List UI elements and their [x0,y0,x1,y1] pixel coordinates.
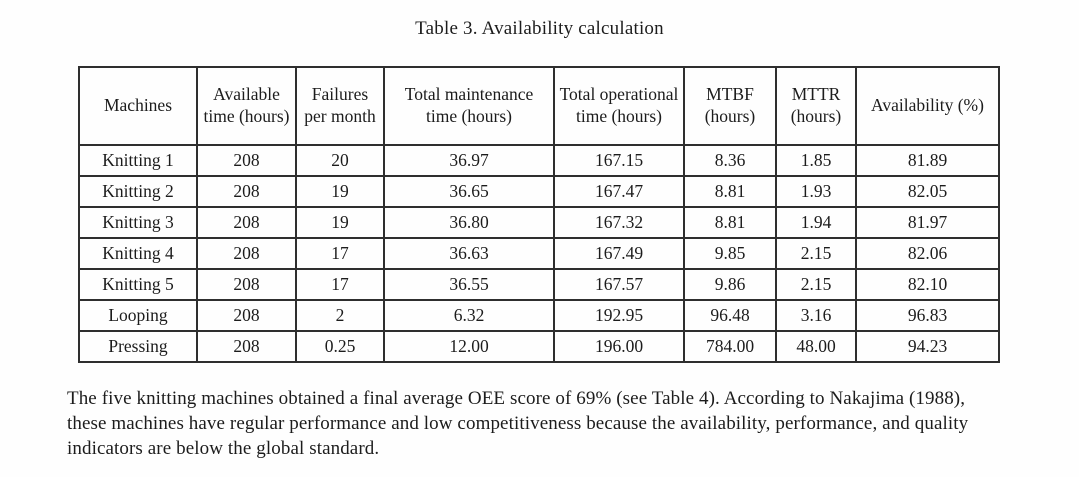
value-cell: 8.36 [683,144,777,177]
value-cell: 82.10 [855,268,1000,301]
value-cell: 208 [196,206,297,239]
value-cell: 36.55 [383,268,555,301]
value-cell: 3.16 [775,299,857,332]
value-cell: 9.85 [683,237,777,270]
table-row: Knitting 5 208 17 36.55 167.57 9.86 2.15 82.10 [78,268,1000,301]
value-cell: 1.85 [775,144,857,177]
availability-table: Machines Available time (hours) Failures p… [78,66,1000,363]
table-row: Knitting 2 208 19 36.65 167.47 8.81 1.93 82.05 [78,175,1000,208]
value-cell: 208 [196,144,297,177]
value-cell: 82.06 [855,237,1000,270]
value-cell: 36.97 [383,144,555,177]
machine-name-cell: Knitting 5 [78,268,198,301]
paragraph-line: The five knitting machines obtained a fi… [67,388,966,409]
value-cell: 8.81 [683,206,777,239]
value-cell: 81.97 [855,206,1000,239]
column-header-6: MTTR (hours) [775,66,857,146]
column-header-1: Available time (hours) [196,66,297,146]
value-cell: 2.15 [775,237,857,270]
value-cell: 82.05 [855,175,1000,208]
column-header-7: Availability (%) [855,66,1000,146]
table-row: Pressing 208 0.25 12.00 196.00 784.00 48.00 94.… [78,330,1000,363]
column-header-5: MTBF (hours) [683,66,777,146]
table-caption: Table 3. Availability calculation [415,18,664,39]
body-paragraph: The five knitting machines obtained a fi… [67,386,1017,461]
value-cell: 1.94 [775,206,857,239]
value-cell: 9.86 [683,268,777,301]
value-cell: 2.15 [775,268,857,301]
value-cell: 1.93 [775,175,857,208]
value-cell: 167.49 [553,237,685,270]
value-cell: 208 [196,268,297,301]
value-cell: 36.80 [383,206,555,239]
value-cell: 36.63 [383,237,555,270]
value-cell: 19 [295,206,385,239]
column-header-3: Total maintenance time (hours) [383,66,555,146]
value-cell: 19 [295,175,385,208]
table-header-row: Machines Available time (hours) Failures p… [78,66,1000,146]
value-cell: 208 [196,175,297,208]
value-cell: 17 [295,237,385,270]
machine-name-cell: Knitting 2 [78,175,198,208]
machine-name-cell: Looping [78,299,198,332]
value-cell: 208 [196,330,297,363]
value-cell: 0.25 [295,330,385,363]
value-cell: 784.00 [683,330,777,363]
value-cell: 167.15 [553,144,685,177]
paragraph-line: these machines have regular performance … [67,413,969,434]
table-row: Knitting 4 208 17 36.63 167.49 9.85 2.15 82.06 [78,237,1000,270]
column-header-0: Machines [78,66,198,146]
value-cell: 12.00 [383,330,555,363]
table-row: Knitting 3 208 19 36.80 167.32 8.81 1.94 81.97 [78,206,1000,239]
table-row: Looping 208 2 6.32 192.95 96.48 3.16 96.83 [78,299,1000,332]
value-cell: 208 [196,237,297,270]
value-cell: 6.32 [383,299,555,332]
value-cell: 196.00 [553,330,685,363]
table-body: Knitting 1 208 20 36.97 167.15 8.36 1.85 81.89 K… [78,144,1000,363]
value-cell: 96.48 [683,299,777,332]
machine-name-cell: Knitting 3 [78,206,198,239]
value-cell: 96.83 [855,299,1000,332]
value-cell: 192.95 [553,299,685,332]
value-cell: 2 [295,299,385,332]
column-header-2: Failures per month [295,66,385,146]
column-header-4: Total operational time (hours) [553,66,685,146]
value-cell: 167.32 [553,206,685,239]
value-cell: 208 [196,299,297,332]
table-header: Machines Available time (hours) Failures p… [78,66,1000,146]
value-cell: 167.57 [553,268,685,301]
machine-name-cell: Knitting 4 [78,237,198,270]
value-cell: 8.81 [683,175,777,208]
value-cell: 17 [295,268,385,301]
machine-name-cell: Pressing [78,330,198,363]
paragraph-line: indicators are below the global standard… [67,438,380,459]
value-cell: 81.89 [855,144,1000,177]
table-row: Knitting 1 208 20 36.97 167.15 8.36 1.85 81.89 [78,144,1000,177]
machine-name-cell: Knitting 1 [78,144,198,177]
value-cell: 36.65 [383,175,555,208]
value-cell: 94.23 [855,330,1000,363]
value-cell: 20 [295,144,385,177]
value-cell: 48.00 [775,330,857,363]
value-cell: 167.47 [553,175,685,208]
